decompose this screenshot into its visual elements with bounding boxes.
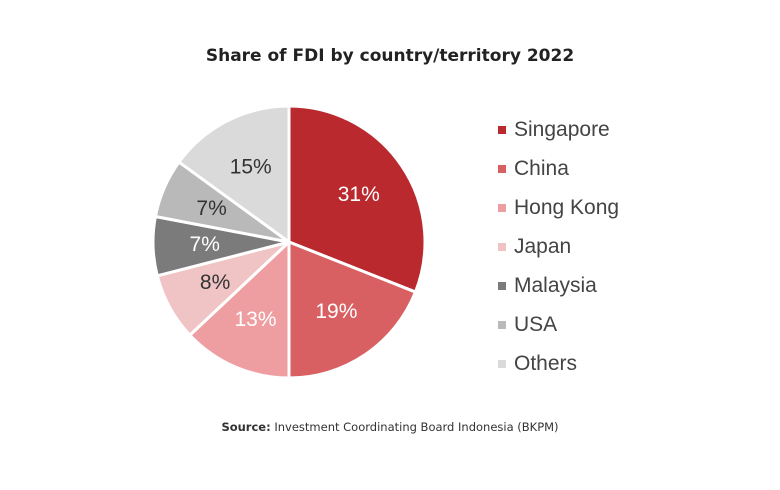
source-note: Source: Investment Coordinating Board In… [0,420,780,434]
pie-slice-hong-kong [188,240,291,380]
legend-swatch [498,359,506,368]
legend-swatch [498,281,506,290]
pie-slice-singapore [287,104,427,294]
legend-item-singapore: Singapore [498,110,619,149]
data-label-malaysia: 7% [190,233,220,256]
source-key: Source: [221,420,271,434]
legend-item-hong-kong: Hong Kong [498,188,619,227]
source-text: Investment Coordinating Board Indonesia … [274,420,559,434]
legend-label: USA [514,312,558,336]
data-label-usa: 7% [196,197,226,220]
legend-label: Hong Kong [514,195,620,219]
legend-label: China [514,156,569,180]
legend: Singapore China Hong Kong Japan Malaysia USA O… [498,110,619,383]
legend-item-china: China [498,149,619,188]
legend-item-malaysia: Malaysia [498,266,619,305]
data-label-hong-kong: 13% [234,308,276,331]
data-label-china: 19% [315,300,357,323]
legend-item-japan: Japan [498,227,619,266]
legend-item-others: Others [498,344,619,383]
legend-label: Others [514,351,578,375]
chart-title: Share of FDI by country/territory 2022 [205,46,575,66]
legend-swatch [498,125,506,134]
data-label-singapore: 31% [338,183,380,206]
legend-swatch [498,164,506,173]
legend-label: Japan [514,234,572,258]
legend-item-usa: USA [498,305,619,344]
data-label-japan: 8% [200,271,230,294]
data-label-others: 15% [230,155,272,178]
pie-slice-others [177,104,291,244]
legend-swatch [498,203,506,212]
pie-slice-china [287,240,417,380]
legend-swatch [498,242,506,251]
legend-label: Singapore [514,117,610,141]
legend-swatch [498,320,506,329]
legend-label: Malaysia [514,273,597,297]
